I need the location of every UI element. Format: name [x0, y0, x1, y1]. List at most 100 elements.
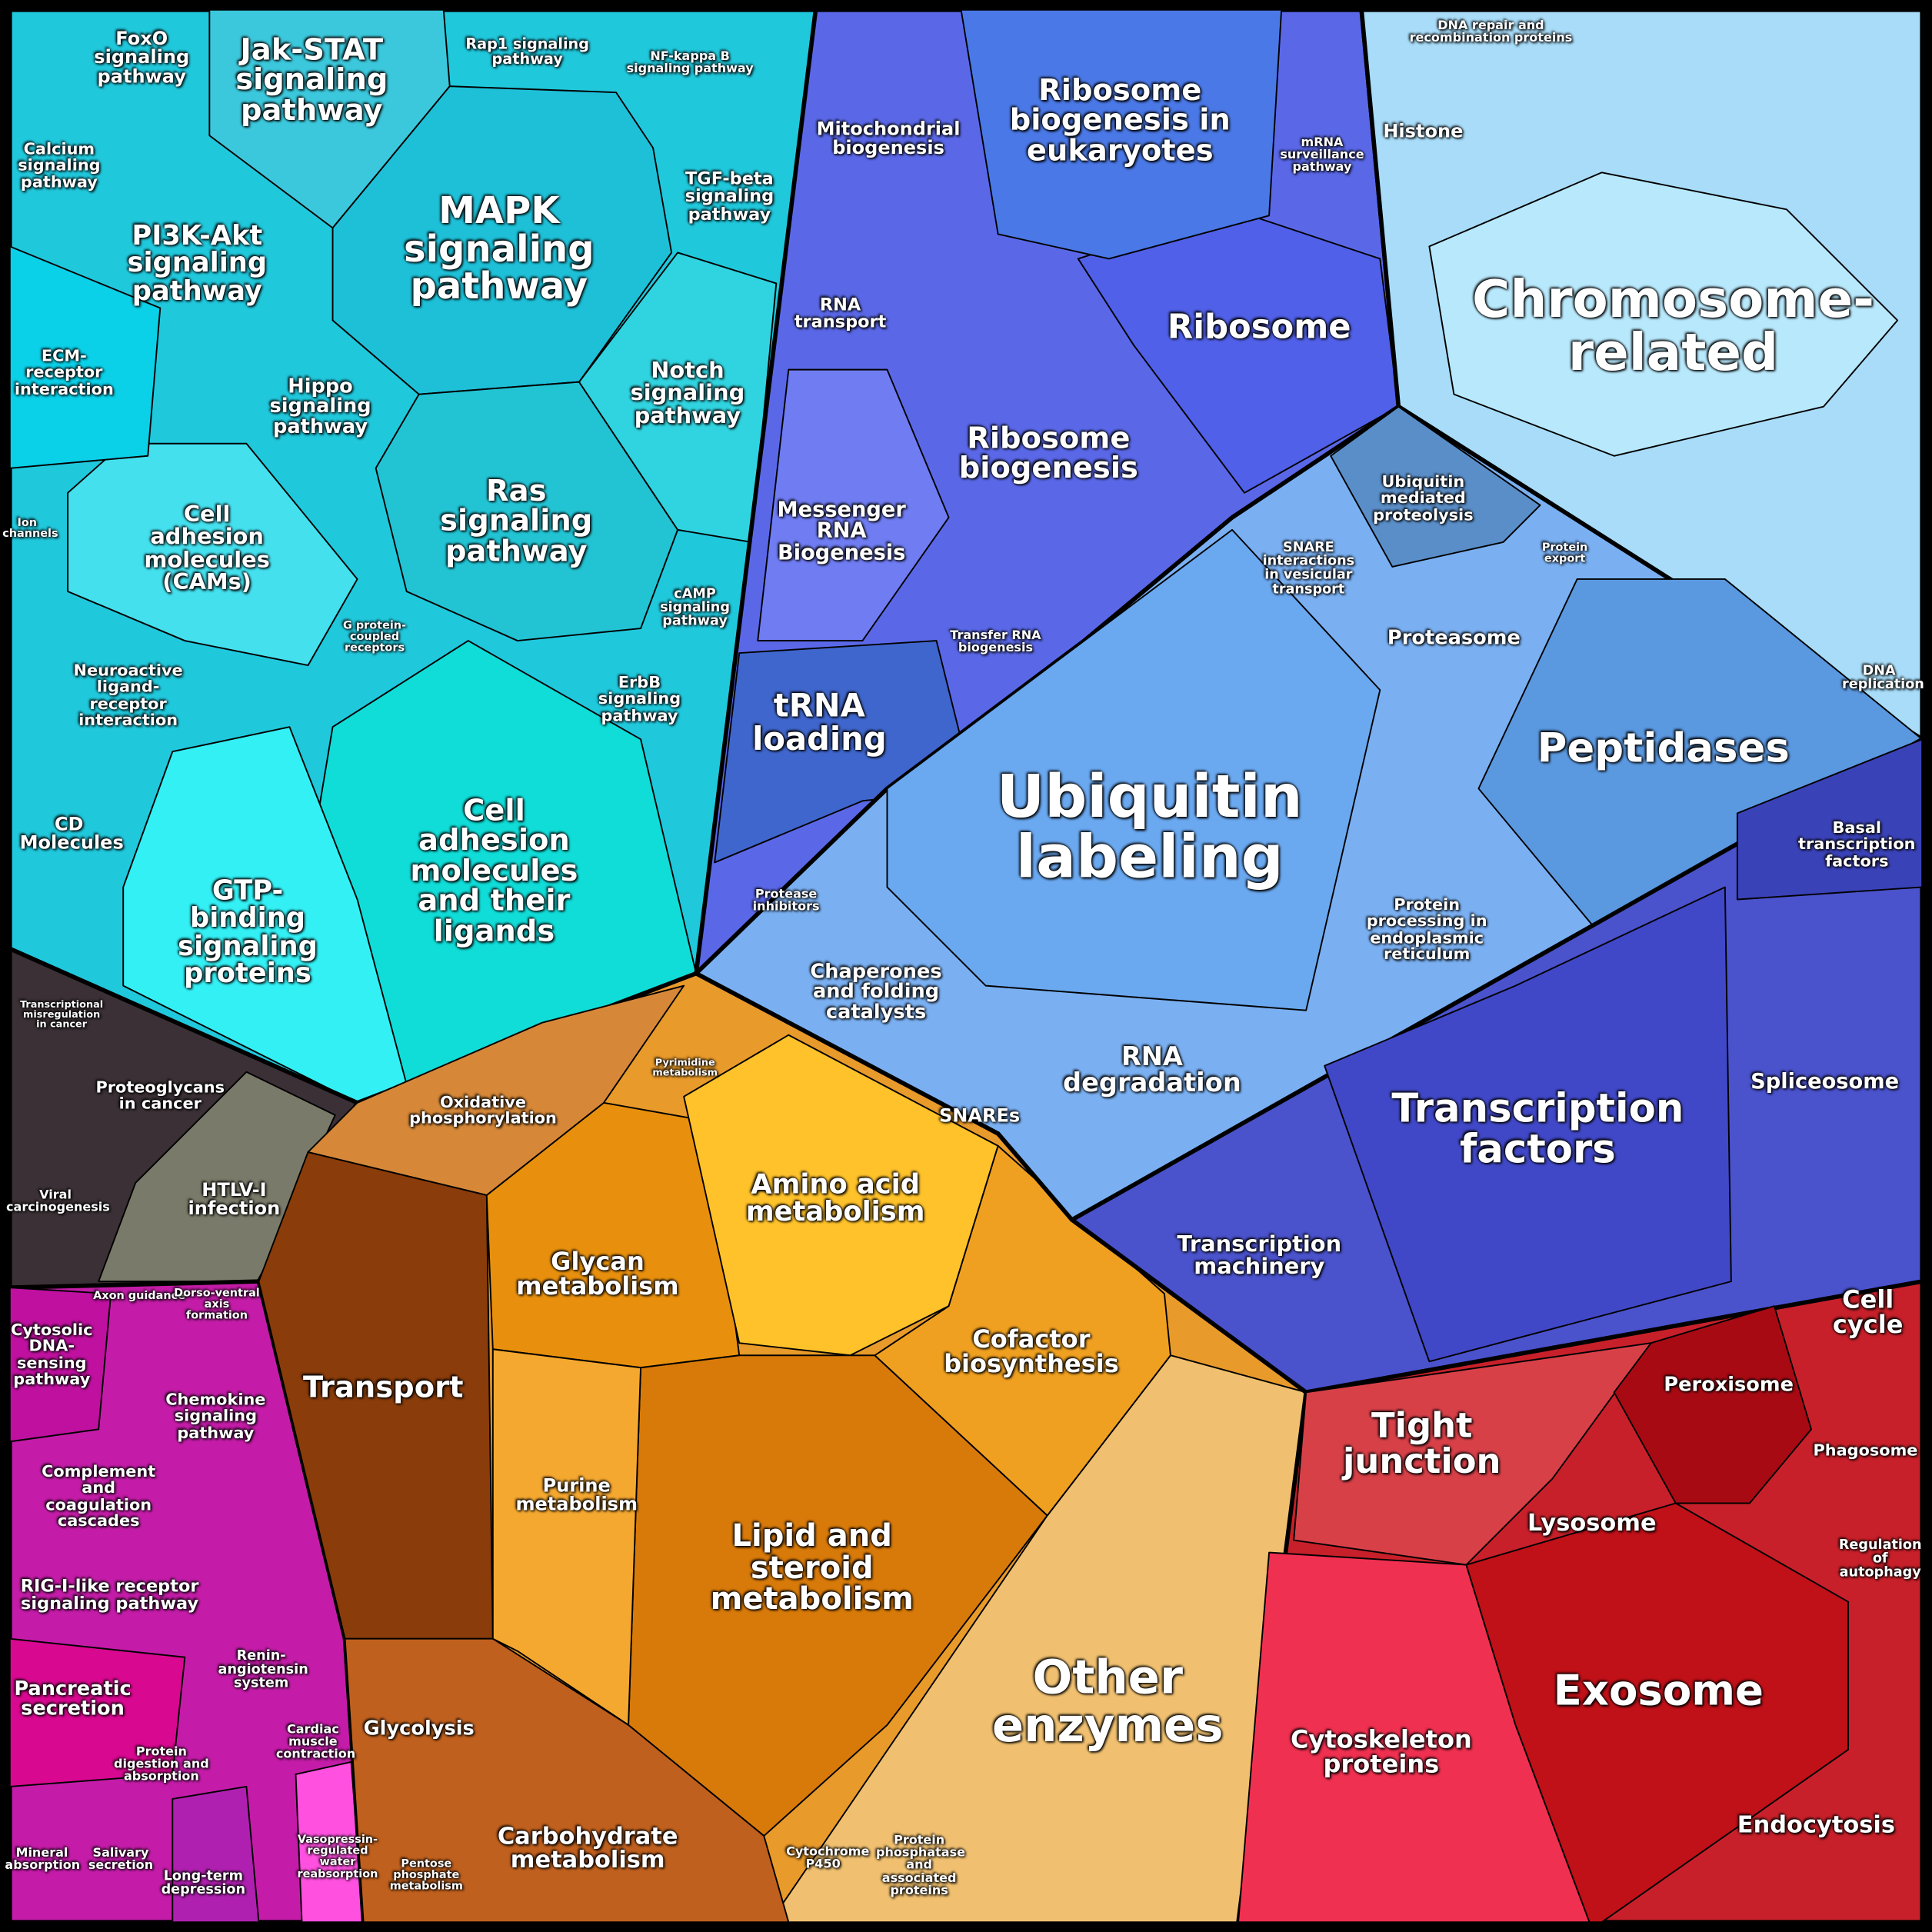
cell-label: Protein processing in endoplasmic reticu… — [1366, 896, 1487, 964]
cell-label: Salivary secretion — [88, 1847, 154, 1874]
cell-label: Cytoskeleton proteins — [1290, 1724, 1472, 1780]
cell — [1293, 1342, 1652, 1566]
cell-label: RNA degradation — [1063, 1041, 1241, 1098]
cell-label: Phagosome — [1813, 1441, 1918, 1461]
cell-label: Carbohydrate metabolism — [497, 1823, 678, 1874]
cell-label: Hippo signaling pathway — [269, 374, 371, 438]
cell-label: Ribosome biogenesis — [958, 421, 1138, 486]
cell — [307, 984, 685, 1196]
cell — [960, 8, 1283, 260]
cell-label: Transfer RNA biogenesis — [950, 629, 1041, 656]
cell-label: Cardiac muscle contraction — [275, 1723, 356, 1763]
cell-label: Glycolysis — [363, 1716, 475, 1740]
cell-label: Neuroactive ligand-receptor interaction — [73, 662, 183, 730]
cell-label: RNA transport — [794, 295, 887, 333]
cell-label: NF-kappa B signaling pathway — [626, 50, 754, 77]
cell-label: Regulation of autophagy — [1838, 1537, 1922, 1581]
cell — [172, 1785, 260, 1924]
cell — [1330, 405, 1541, 568]
cell-label: Glycan metabolism — [516, 1246, 679, 1301]
cell — [886, 528, 1381, 1011]
cell — [8, 1637, 186, 1787]
cell-label: Cytochrome P450 — [786, 1845, 870, 1872]
cell — [1428, 172, 1899, 457]
cell-label: SNAREs — [938, 1104, 1021, 1127]
cell-label: Viral carcinogenesis — [6, 1188, 110, 1215]
cell-label: Transcriptional misregulation in cancer — [20, 998, 104, 1031]
cell — [331, 85, 673, 395]
cell — [1465, 1502, 1850, 1924]
cell-label: G protein-coupled receptors — [342, 620, 407, 655]
cell-label: Tight junction — [1343, 1405, 1501, 1481]
cell-label: Transcription factors — [1391, 1084, 1684, 1172]
cell-label: cAMP signaling pathway — [660, 585, 730, 630]
cell-label: Spliceosome — [1750, 1070, 1900, 1095]
cell-label: Pentose phosphate metabolism — [389, 1858, 463, 1894]
cell-label: Proteasome — [1387, 625, 1521, 650]
cell-label: Cytosolic DNA-sensing pathway — [11, 1321, 93, 1389]
cell-label: MAPK signaling pathway — [403, 189, 595, 308]
cell-label: Cell adhesion molecules (CAMs) — [144, 501, 270, 596]
cell-label: Protein digestion and absorption — [114, 1745, 209, 1784]
cell-label: tRNA loading — [752, 688, 887, 758]
cell-label: GTP-binding signaling proteins — [178, 876, 318, 991]
cell-label: Ribosome — [1167, 308, 1351, 347]
cell-label: Ribosome biogenesis in eukaryotes — [1009, 72, 1231, 168]
cell-label: Protein phosphatase and associated prote… — [876, 1834, 966, 1898]
cell-label: Oxidative phosphorylation — [409, 1094, 557, 1129]
cell-label: HTLV-I infection — [188, 1178, 281, 1221]
cell-label: Ion channels — [2, 517, 58, 541]
cell-label: Chemokine signaling pathway — [165, 1391, 266, 1443]
cell-label: DNA repair and recombination proteins — [1409, 19, 1573, 46]
cell — [1613, 1305, 1812, 1504]
cell-label: PI3K-Akt signaling pathway — [127, 221, 268, 308]
cell-label: mRNA surveillance pathway — [1280, 136, 1364, 175]
cell-label: Complement and coagulation cascades — [42, 1463, 156, 1531]
cell-label: Pyrimidine metabolism — [652, 1057, 718, 1078]
cell-label: CD Molecules — [19, 812, 124, 854]
cell — [375, 381, 679, 642]
cell-label: Calcium signaling pathway — [18, 140, 101, 192]
cell — [8, 245, 162, 469]
cell-label: Mitochondrial biogenesis — [816, 118, 961, 159]
cell-label: SNARE interactions in vesicular transpor… — [1262, 538, 1355, 597]
cell-label: Peptidases — [1537, 723, 1790, 772]
cell-label: Dorso-ventral axis formation — [174, 1287, 260, 1323]
cell-label: Transport — [303, 1370, 464, 1404]
cell-label: Pancreatic secretion — [14, 1676, 132, 1720]
cell — [122, 726, 408, 1104]
cell-label: Proteoglycans in cancer — [95, 1078, 225, 1114]
cell — [491, 1348, 642, 1726]
cell-label: Cofactor biosynthesis — [944, 1324, 1119, 1379]
cell-label: TGF-beta signaling pathway — [685, 169, 774, 225]
cell-label: Notch signaling pathway — [630, 358, 745, 429]
cell-label: Rap1 signaling pathway — [465, 35, 590, 68]
cell-label: Renin-angiotensin system — [218, 1647, 308, 1691]
cell-label: Basal transcription factors — [1798, 819, 1916, 871]
cell-label: Protein export — [1541, 541, 1588, 566]
cell — [1477, 578, 1924, 938]
cell — [1324, 886, 1732, 1363]
cell — [1736, 738, 1924, 901]
cell-label: DNA replication — [1842, 662, 1924, 693]
cell-label: Messenger RNA Biogenesis — [777, 498, 906, 565]
cell-label: Histone — [1383, 119, 1464, 142]
cell-label: Chaperones and folding catalysts — [810, 959, 942, 1023]
cell-label: Lysosome — [1527, 1509, 1657, 1537]
cell-label: Protease inhibitors — [752, 888, 820, 914]
cell-label: Long-term depression — [161, 1867, 246, 1898]
cell-label: Ubiquitin mediated proteolysis — [1373, 473, 1474, 525]
cell-label: Chromosome-related — [1472, 268, 1875, 382]
cell-label: Peroxisome — [1664, 1372, 1794, 1396]
cell — [8, 1287, 112, 1443]
cell-label: ECM-receptor interaction — [14, 347, 114, 399]
cell-label: Exosome — [1553, 1667, 1764, 1717]
cell-label: Ras signaling pathway — [440, 473, 593, 568]
cell-label: RIG-I-like receptor signaling pathway — [20, 1577, 199, 1614]
cell — [757, 368, 950, 642]
cell-label: Lipid and steroid metabolism — [710, 1517, 914, 1617]
cell-label: FoxO signaling pathway — [94, 27, 190, 88]
